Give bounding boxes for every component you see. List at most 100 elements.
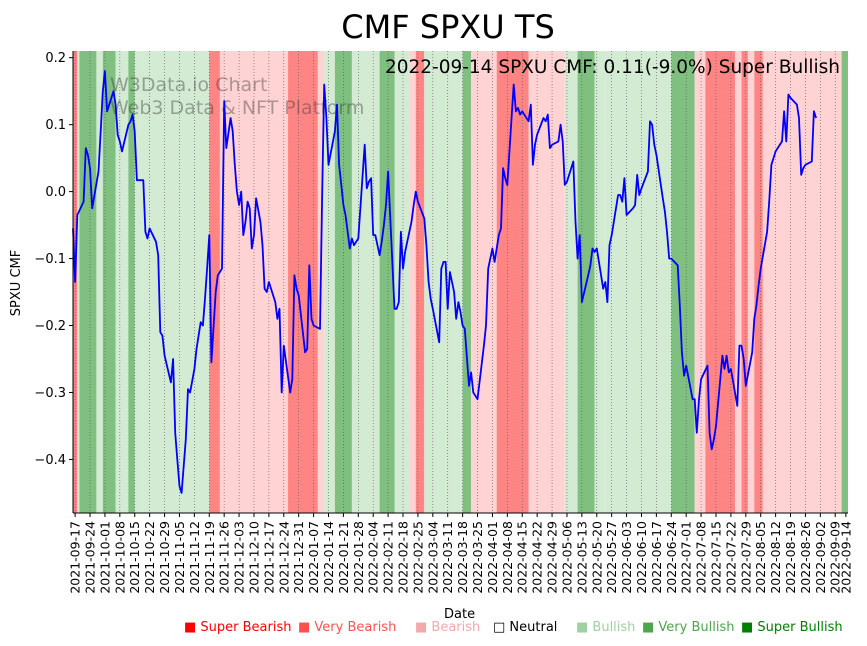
x-tick-label: 2022-07-15: [709, 521, 724, 594]
band-35: [747, 51, 755, 513]
band-1: [77, 51, 80, 513]
band-15: [351, 51, 380, 513]
band-2: [79, 51, 97, 513]
x-tick-label: 2021-11-26: [217, 521, 232, 594]
x-tick-label: 2022-06-10: [634, 521, 649, 594]
band-24: [528, 51, 538, 513]
band-30: [671, 51, 695, 513]
legend: ■ Super Bearish ■ Very Bearish ■ Bearish □ …: [0, 620, 867, 640]
x-tick-label: 2022-04-01: [485, 521, 500, 594]
x-tick-label: 2022-07-08: [694, 521, 709, 594]
legend-item-very-bullish: ■ Very Bullish: [642, 620, 735, 635]
x-tick-label: 2021-12-10: [247, 521, 262, 594]
x-tick-label: 2022-01-14: [321, 521, 336, 594]
legend-item-very-bearish: ■ Very Bearish: [298, 620, 397, 635]
x-tick-label: 2021-12-31: [291, 521, 306, 594]
x-tick-label: 2022-02-18: [396, 521, 411, 594]
watermark-line-2: Web3 Data & NFT Platform: [110, 97, 364, 119]
x-tick-label: 2021-12-24: [276, 521, 291, 594]
x-tick-label: 2021-12-03: [232, 521, 247, 594]
band-28: [594, 51, 606, 513]
x-tick-label: 2022-04-22: [530, 521, 545, 594]
band-23: [496, 51, 529, 513]
x-tick-label: 2022-05-27: [604, 521, 619, 594]
x-tick-label: 2022-01-07: [306, 521, 321, 594]
x-ticks: 2021-09-17 2021-09-24 2021-10-01 2021-10-08…: [68, 513, 853, 594]
x-tick-label: 2021-10-15: [127, 521, 142, 594]
band-38: [841, 51, 848, 513]
x-axis-label: Date: [444, 607, 476, 622]
x-tick-label: 2022-04-15: [515, 521, 530, 594]
band-9: [209, 51, 220, 513]
x-tick-label: 2022-04-08: [500, 521, 515, 594]
x-tick-label: 2021-10-29: [157, 521, 172, 594]
watermark-line-1: W3Data.io Chart: [110, 74, 267, 96]
x-tick-label: 2021-11-12: [187, 521, 202, 594]
band-37: [762, 51, 842, 513]
x-tick-label: 2021-11-19: [202, 521, 217, 594]
y-tick-label: −0.4: [34, 453, 66, 468]
x-tick-label: 2022-08-19: [783, 521, 798, 594]
y-tick-label: 0.0: [45, 185, 66, 200]
x-tick-label: 2022-05-06: [560, 521, 575, 594]
x-tick-label: 2022-02-25: [410, 521, 425, 594]
x-tick-label: 2022-08-12: [768, 521, 783, 594]
band-26: [564, 51, 578, 513]
band-34: [741, 51, 748, 513]
x-tick-label: 2022-03-25: [470, 521, 485, 594]
legend-item-bearish: ■ Bearish: [415, 620, 481, 635]
chart-title: CMF SPXU TS: [341, 8, 555, 46]
y-tick-label: 0.2: [45, 51, 66, 66]
x-tick-label: 2022-04-29: [545, 521, 560, 594]
y-tick-label: −0.2: [34, 319, 66, 334]
band-11: [288, 51, 318, 513]
x-tick-label: 2022-09-14: [838, 521, 853, 594]
band-17: [394, 51, 410, 513]
x-tick-label: 2021-12-17: [261, 521, 276, 594]
x-tick-label: 2021-10-08: [112, 521, 127, 594]
x-tick-label: 2022-03-18: [455, 521, 470, 594]
legend-item-bullish: ■ Bullish: [576, 620, 636, 635]
band-3: [96, 51, 103, 513]
x-tick-label: 2022-07-01: [679, 521, 694, 594]
x-tick-label: 2022-07-22: [723, 521, 738, 594]
band-7: [134, 51, 142, 513]
band-13: [324, 51, 335, 513]
x-tick-label: 2022-05-20: [589, 521, 604, 594]
x-tick-label: 2022-03-04: [425, 521, 440, 594]
x-tick-label: 2022-09-09: [828, 521, 843, 594]
legend-item-super-bullish: ■ Super Bullish: [741, 620, 843, 635]
axes: [72, 51, 848, 514]
chart-subtitle: 2022-09-14 SPXU CMF: 0.11(-9.0%) Super B…: [385, 57, 840, 78]
x-tick-label: 2022-02-04: [366, 521, 381, 594]
band-29: [605, 51, 672, 513]
band-22: [471, 51, 497, 513]
x-tick-label: 2021-10-01: [97, 521, 112, 594]
band-21: [462, 51, 472, 513]
band-25: [537, 51, 565, 513]
x-tick-label: 2021-10-22: [142, 521, 157, 594]
y-tick-label: −0.1: [34, 252, 66, 267]
x-tick-label: 2022-08-05: [753, 521, 768, 594]
x-tick-label: 2021-09-17: [68, 521, 83, 594]
x-tick-label: 2021-11-05: [172, 521, 187, 594]
band-6: [128, 51, 135, 513]
y-tick-label: 0.1: [45, 118, 66, 133]
band-19: [415, 51, 425, 513]
y-axis-label: SPXU CMF: [9, 250, 24, 316]
x-tick-label: 2022-01-21: [336, 521, 351, 594]
y-tick-label: −0.3: [34, 386, 66, 401]
watermark: W3Data.io Chart Web3 Data & NFT Platform: [110, 74, 364, 119]
x-tick-label: 2021-09-24: [83, 521, 98, 594]
x-tick-label: 2022-06-24: [664, 521, 679, 594]
band-31: [694, 51, 706, 513]
x-tick-label: 2022-01-28: [351, 521, 366, 594]
x-tick-label: 2022-03-11: [440, 521, 455, 594]
band-33: [735, 51, 742, 513]
band-16: [379, 51, 395, 513]
band-4: [102, 51, 116, 513]
y-ticks: 0.2 0.1 0.0 −0.1 −0.2 −0.3 −0.4: [34, 51, 73, 468]
x-tick-label: 2022-09-02: [813, 521, 828, 594]
x-tick-label: 2022-07-29: [738, 521, 753, 594]
